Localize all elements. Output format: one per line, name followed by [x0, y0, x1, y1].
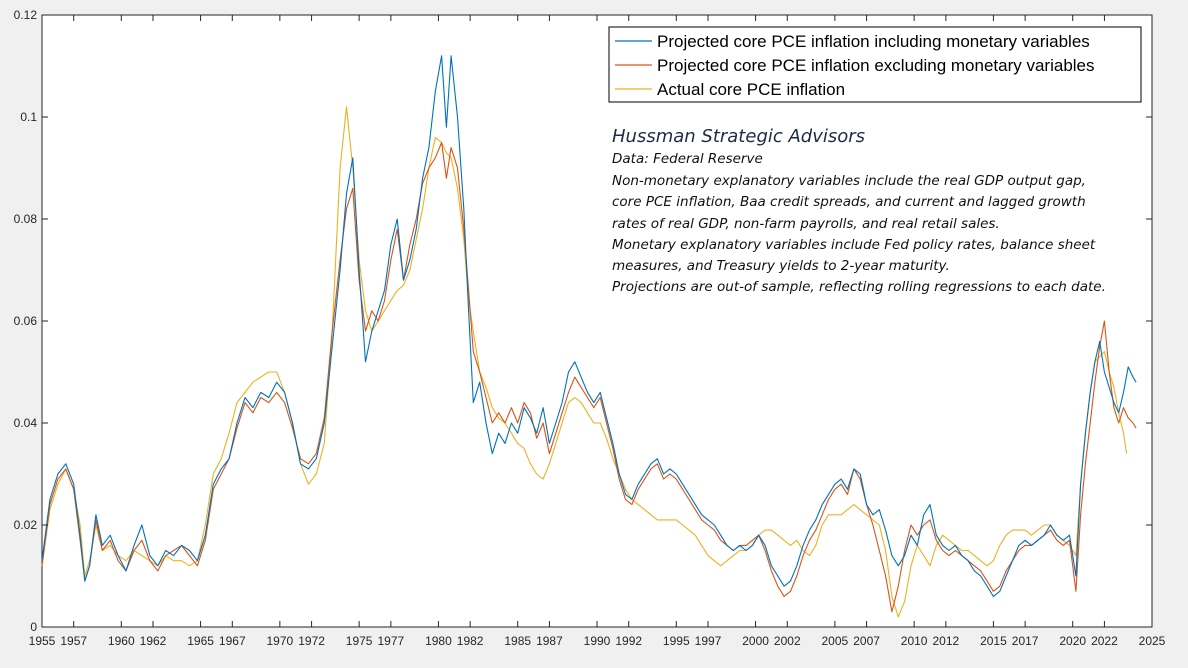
annotation-line: Non-monetary explanatory variables inclu…	[612, 173, 1086, 189]
x-tick-label: 2005	[822, 634, 849, 648]
annotation-block: Hussman Strategic Advisors Data: Federal…	[612, 126, 1106, 295]
y-tick-label: 0.04	[14, 416, 38, 430]
y-tick-label: 0.12	[14, 8, 38, 22]
series-line-0	[41, 55, 1137, 597]
legend-label-including: Projected core PCE inflation including m…	[657, 32, 1090, 51]
x-tick-label: 1985	[504, 634, 531, 648]
x-tick-label: 2002	[774, 634, 801, 648]
annotation-line: core PCE inflation, Baa credit spreads, …	[612, 194, 1086, 210]
x-tick-label: 2010	[901, 634, 928, 648]
x-tick-label: 2000	[742, 634, 769, 648]
x-tick-label: 1960	[108, 634, 135, 648]
y-tick-label: 0.1	[20, 110, 37, 124]
x-tick-label: 1982	[457, 634, 484, 648]
x-tick-label: 1980	[425, 634, 452, 648]
legend-label-actual: Actual core PCE inflation	[657, 80, 845, 99]
x-tick-label: 1962	[140, 634, 167, 648]
x-tick-label: 2020	[1059, 634, 1086, 648]
x-tick-label: 2007	[853, 634, 880, 648]
legend: Projected core PCE inflation including m…	[608, 26, 1142, 103]
y-tick-label: 0.08	[14, 212, 38, 226]
plot-area	[41, 14, 1153, 628]
x-tick-label: 1975	[346, 634, 373, 648]
x-tick-label: 1970	[267, 634, 294, 648]
axes: 1955 1957 1960 1962 1965 1967 1970 1972 1975 1977…	[14, 8, 1166, 648]
annotation-line: Monetary explanatory variables include F…	[612, 237, 1096, 253]
x-tick-label: 1997	[695, 634, 722, 648]
x-tick-label: 1965	[187, 634, 214, 648]
x-tick-label: 2012	[933, 634, 960, 648]
x-tick-label: 1987	[536, 634, 563, 648]
series-layer	[41, 55, 1137, 618]
legend-box	[608, 26, 1142, 103]
x-tick-label: 1957	[60, 634, 87, 648]
x-tick-label: 1977	[378, 634, 405, 648]
x-tick-label: 2017	[1012, 634, 1039, 648]
y-tick-label: 0.02	[14, 518, 38, 532]
x-tick-label: 2022	[1091, 634, 1118, 648]
x-tick-label: 2015	[980, 634, 1007, 648]
x-tick-label: 2025	[1139, 634, 1166, 648]
y-tick-label: 0.06	[14, 314, 38, 328]
x-tick-label: 1955	[29, 634, 56, 648]
annotation-line: rates of real GDP, non-farm payrolls, an…	[612, 216, 1000, 232]
annotation-line: measures, and Treasury yields to 2-year …	[612, 258, 950, 274]
y-tick-label: 0	[30, 620, 37, 634]
annotation-title: Hussman Strategic Advisors	[612, 126, 865, 147]
x-tick-label: 1972	[298, 634, 325, 648]
annotation-line: Data: Federal Reserve	[612, 151, 763, 167]
x-tick-label: 1992	[615, 634, 642, 648]
x-tick-label: 1967	[219, 634, 246, 648]
legend-label-excluding: Projected core PCE inflation excluding m…	[657, 56, 1095, 75]
x-tick-label: 1995	[663, 634, 690, 648]
annotation-line: Projections are out-of sample, reflectin…	[612, 279, 1106, 295]
x-tick-label: 1990	[584, 634, 611, 648]
series-line-1	[41, 141, 1137, 613]
